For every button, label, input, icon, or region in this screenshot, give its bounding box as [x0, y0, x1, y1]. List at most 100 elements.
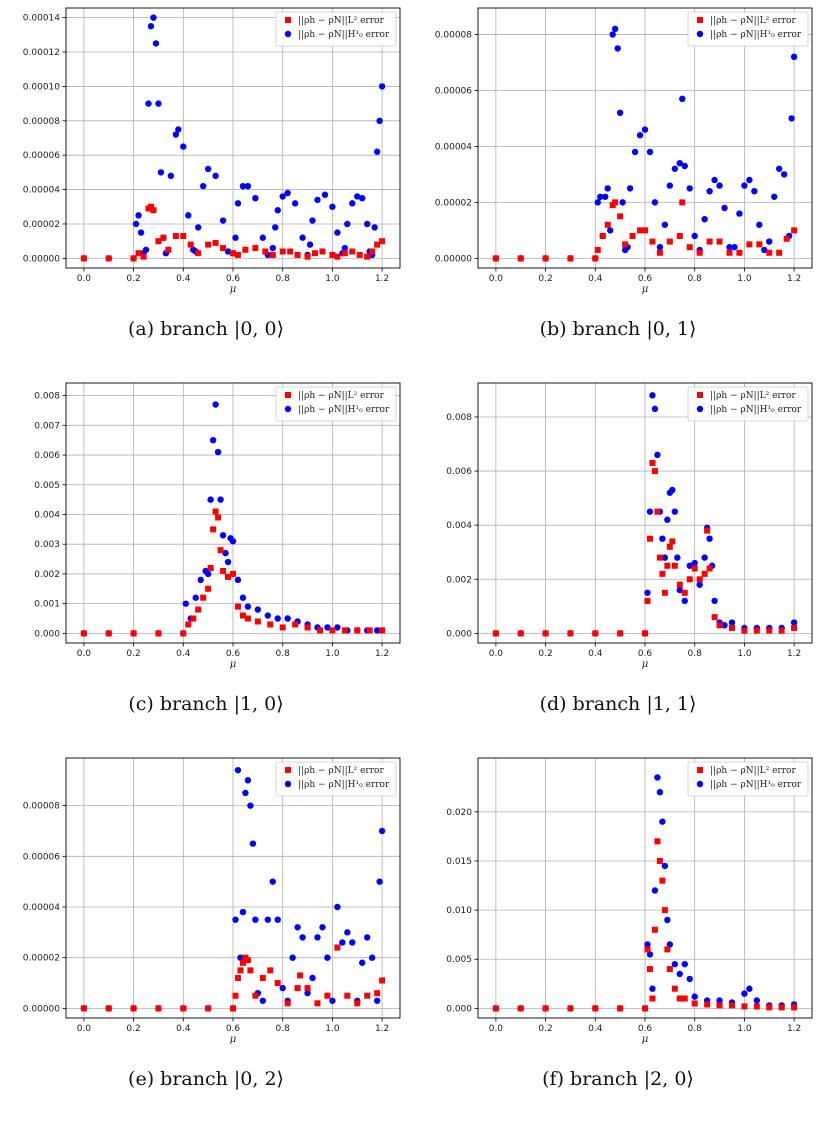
x-tick-label: 0.2: [126, 649, 140, 659]
data-point-l2: [105, 255, 112, 262]
data-point-h1: [659, 818, 666, 825]
data-point-h1: [368, 954, 376, 961]
y-tick-label: 0.010: [446, 906, 472, 916]
data-point-h1: [334, 903, 341, 911]
x-axis-label: μ: [230, 284, 237, 295]
chart-panel-a: 0.0 0.2 0.4 0.6 0.8 1.0 1.2 0.00000 0.00002 0.000…: [0, 0, 412, 375]
data-point-h1: [378, 827, 386, 835]
data-point-l2: [492, 1005, 499, 1012]
data-point-l2: [676, 232, 683, 239]
data-point-l2: [642, 1005, 648, 1012]
data-point-l2: [671, 562, 678, 569]
data-point-l2: [190, 615, 197, 622]
data-point-l2: [239, 612, 246, 619]
data-point-l2: [676, 995, 683, 1002]
data-point-h1: [696, 581, 703, 588]
data-point-h1: [661, 862, 669, 870]
plot-frame: [477, 382, 813, 644]
data-point-h1: [304, 989, 311, 997]
data-point-l2: [234, 251, 241, 258]
x-tick-label: 0.6: [638, 1024, 653, 1034]
data-point-h1: [354, 193, 361, 200]
data-point-h1: [726, 243, 733, 251]
data-point-l2: [334, 944, 341, 951]
data-point-h1: [274, 615, 281, 622]
data-point-h1: [669, 486, 676, 494]
data-point-h1: [214, 448, 222, 456]
data-point-h1: [611, 25, 619, 33]
data-point-h1: [746, 176, 753, 184]
x-axis-label: μ: [230, 1034, 237, 1045]
data-point-l2: [207, 564, 214, 571]
data-point-h1: [676, 159, 683, 167]
data-point-h1: [137, 229, 145, 236]
legend-box: [687, 11, 809, 47]
data-point-h1: [242, 789, 249, 797]
data-point-h1: [686, 562, 693, 569]
y-tick-label: 0.004: [446, 521, 472, 531]
plot-frame: [65, 382, 401, 644]
data-point-l2: [706, 565, 713, 572]
legend-label: ||ρh − ρN||L² error: [710, 16, 796, 26]
data-point-l2: [316, 627, 323, 634]
data-point-h1: [661, 554, 669, 561]
x-tick-label: 1.0: [737, 1024, 752, 1034]
y-tick-label: 0.00004: [435, 142, 472, 152]
data-point-l2: [130, 1005, 137, 1012]
data-point-h1: [716, 182, 723, 189]
y-tick-label: 0.00010: [23, 82, 60, 92]
data-point-l2: [155, 630, 162, 637]
data-point-h1: [252, 916, 259, 923]
x-tick-label: 0.4: [588, 274, 603, 284]
data-point-h1: [731, 243, 738, 251]
y-tick-label: 0.000: [446, 629, 472, 639]
data-point-l2: [659, 877, 666, 884]
data-point-l2: [230, 570, 236, 577]
data-point-h1: [167, 172, 175, 180]
y-tick-label: 0.00008: [23, 802, 60, 812]
data-point-h1: [676, 586, 683, 594]
data-point-h1: [142, 246, 150, 253]
data-point-h1: [234, 766, 242, 774]
data-point-h1: [274, 916, 281, 923]
x-tick-label: 0.6: [226, 274, 241, 284]
data-point-l2: [200, 594, 207, 601]
chart-c: 0.0 0.2 0.4 0.6 0.8 1.0 1.2 0.000 0.001 0.002 0.00…: [34, 382, 401, 670]
data-point-l2: [195, 250, 202, 257]
data-point-h1: [363, 220, 371, 228]
data-point-h1: [614, 45, 621, 52]
x-tick-label: 0.8: [688, 274, 703, 284]
data-point-h1: [686, 185, 693, 192]
data-point-h1: [664, 916, 671, 924]
data-point-h1: [756, 221, 763, 228]
data-point-h1: [378, 83, 386, 90]
data-point-l2: [676, 581, 683, 588]
data-point-h1: [294, 924, 301, 931]
data-point-l2: [230, 1005, 236, 1012]
data-point-h1: [691, 559, 698, 567]
data-point-h1: [721, 204, 728, 212]
data-point-h1: [671, 508, 679, 515]
y-tick-label: 0.003: [34, 540, 60, 550]
data-point-h1: [344, 220, 351, 228]
x-axis-label: μ: [230, 659, 237, 670]
data-point-l2: [783, 235, 790, 242]
data-point-h1: [289, 954, 296, 961]
y-tick-label: 0.00002: [435, 198, 472, 208]
data-point-l2: [726, 249, 733, 256]
legend-label: ||ρh − ρN||H¹₀ error: [710, 405, 802, 415]
data-point-h1: [237, 954, 244, 961]
data-point-l2: [180, 630, 187, 637]
data-point-l2: [654, 508, 661, 515]
data-point-l2: [205, 241, 212, 248]
data-point-h1: [706, 187, 713, 195]
data-point-l2: [155, 238, 162, 245]
y-tick-label: 0.00000: [23, 254, 60, 264]
data-point-h1: [716, 997, 723, 1004]
y-tick-label: 0.00000: [435, 254, 472, 264]
data-point-l2: [766, 249, 773, 256]
data-point-h1: [329, 997, 336, 1004]
x-axis-label: μ: [642, 659, 649, 670]
data-point-h1: [671, 960, 679, 968]
data-point-h1: [646, 508, 654, 515]
